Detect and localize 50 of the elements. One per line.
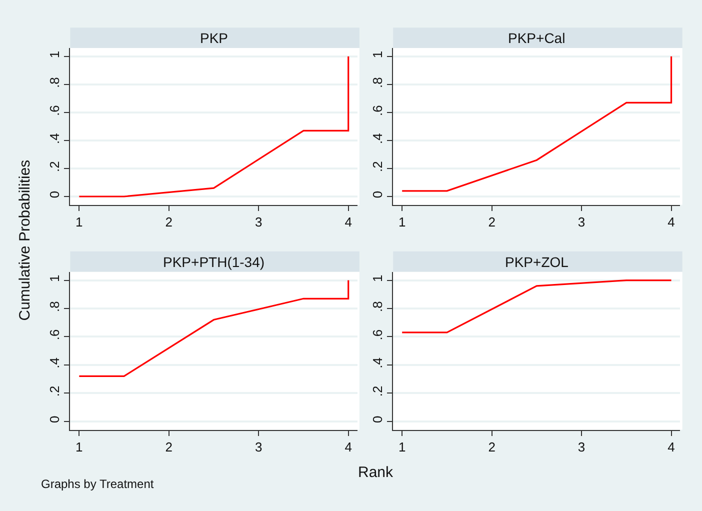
chart-title: PKP+Cal [508,30,566,46]
x-tick-label: 4 [344,214,352,230]
x-tick-label: 1 [76,439,83,454]
x-tick-label: 4 [668,439,675,454]
chart-title: PKP+ZOL [505,254,569,270]
text: Graphs by Treatment [41,477,154,491]
chart-title: PKP [200,30,228,46]
y-tick-label: .6 [370,105,385,116]
line-series [401,56,672,192]
y-tick-label: .4 [370,358,385,368]
x-tick-label: 2 [165,214,173,230]
x-tick-label: 4 [344,439,352,454]
x-tick-label: 3 [578,439,586,454]
x-tick-label: 3 [255,214,262,230]
y-tick-label: .8 [370,77,385,88]
y-tick-label: 1 [47,274,62,282]
y-tick-label: 0 [47,190,62,198]
y-tick-label: 0 [47,416,62,423]
x-tick-label: 2 [488,214,496,230]
y-axis-title: Cumulative Probabilities [16,160,34,321]
x-tick-label: 1 [398,214,406,230]
y-tick-label: 0 [370,416,385,423]
x-tick-label: 3 [255,439,262,454]
line-series [78,280,350,377]
x-tick-label: 2 [165,439,173,454]
x-tick-label: 2 [488,439,496,454]
y-tick-label: 1 [370,274,385,282]
x-tick-label: 3 [578,214,586,230]
y-tick-label: .2 [47,386,62,397]
y-tick-label: .8 [47,77,62,88]
chart-title: PKP+PTH(1-34) [163,254,265,270]
x-tick-label: 4 [668,214,675,230]
x-axis-title: Rank [358,464,394,481]
y-tick-label: .4 [47,133,62,144]
x-tick-label: 1 [398,439,406,454]
y-tick-label: .8 [370,301,385,312]
y-tick-label: 0 [370,190,385,198]
y-tick-label: .4 [47,358,62,368]
y-tick-label: .6 [47,329,62,340]
y-tick-label: .6 [47,105,62,116]
y-tick-label: 1 [370,50,385,58]
y-tick-label: .4 [370,133,385,144]
y-tick-label: .6 [370,329,385,340]
y-tick-label: 1 [47,50,62,58]
y-tick-label: .8 [47,301,62,312]
y-tick-label: .2 [370,161,385,172]
y-tick-label: .2 [370,386,385,397]
line-series [78,56,350,198]
y-tick-label: .2 [47,161,62,172]
x-tick-label: 1 [76,214,83,230]
